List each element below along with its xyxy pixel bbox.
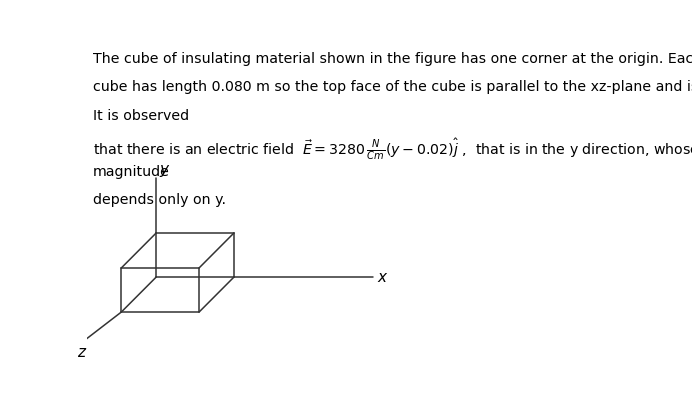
Text: cube has length 0.080 m so the top face of the cube is parallel to the xz-plane : cube has length 0.080 m so the top face … (93, 80, 692, 94)
Text: that there is an electric field  $\vec{E} = 3280\,\frac{N}{Cm}(y - 0.02)\hat{j}$: that there is an electric field $\vec{E}… (93, 137, 692, 162)
Text: The cube of insulating material shown in the figure has one corner at the origin: The cube of insulating material shown in… (93, 52, 692, 66)
Text: x: x (378, 269, 387, 284)
Text: y: y (159, 162, 168, 177)
Text: magnitude: magnitude (93, 165, 170, 179)
Text: z: z (77, 344, 85, 359)
Text: depends only on y.: depends only on y. (93, 194, 226, 207)
Text: It is observed: It is observed (93, 109, 189, 122)
